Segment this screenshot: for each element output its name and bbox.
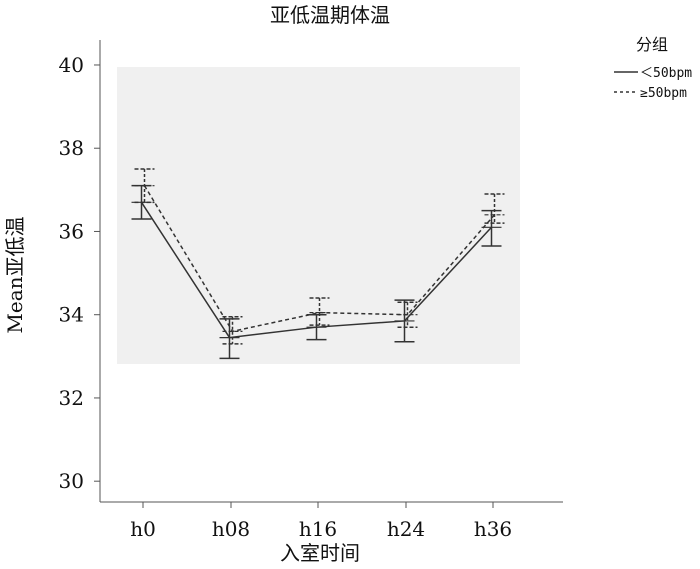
chart-title: 亚低温期体温 — [270, 3, 390, 27]
y-tick-label: 32 — [59, 386, 84, 410]
x-tick-label: h36 — [474, 517, 512, 541]
y-tick-label: 40 — [59, 53, 84, 77]
y-tick-label: 30 — [59, 469, 84, 493]
x-tick-label: h24 — [387, 517, 425, 541]
x-axis-ticks: h0 h08 h16 h24 h36 — [130, 502, 512, 541]
series-layer — [131, 168, 505, 360]
y-tick-label: 34 — [59, 303, 84, 327]
legend-label-series-1: ＜50bpm — [640, 66, 692, 81]
x-tick-label: h08 — [212, 517, 250, 541]
y-axis-label: Mean亚低温 — [3, 216, 27, 333]
x-axis-label: 入室时间 — [280, 541, 360, 565]
plot-region — [117, 67, 520, 364]
legend-label-series-2: ≥50bpm — [640, 86, 687, 101]
x-tick-label: h0 — [130, 517, 156, 541]
y-tick-label: 36 — [59, 219, 84, 243]
y-axis-ticks: 30 32 34 36 38 40 — [59, 53, 100, 493]
x-tick-label: h16 — [299, 517, 337, 541]
legend: 分组 ＜50bpm ≥50bpm — [614, 35, 692, 101]
y-tick-label: 38 — [59, 136, 84, 160]
legend-title: 分组 — [636, 35, 668, 54]
